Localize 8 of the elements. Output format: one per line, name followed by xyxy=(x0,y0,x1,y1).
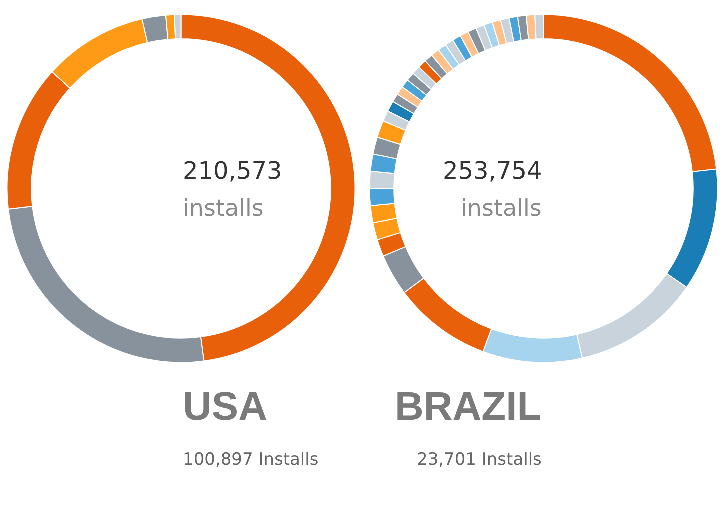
text: 100,897 Installs xyxy=(183,450,319,470)
text: BRAZIL xyxy=(395,385,542,429)
text: 253,754 xyxy=(443,157,542,185)
text: installs xyxy=(183,196,264,222)
text: 210,573 xyxy=(183,157,282,185)
text: installs xyxy=(461,196,542,222)
text: USA xyxy=(183,385,268,429)
text: 23,701 Installs xyxy=(417,450,542,470)
